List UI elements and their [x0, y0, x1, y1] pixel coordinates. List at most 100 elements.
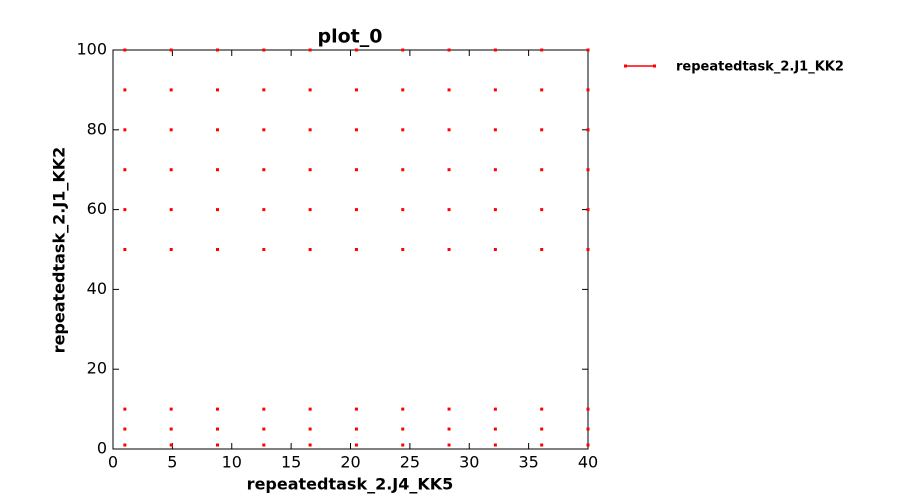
scatter-point	[586, 88, 590, 92]
scatter-point	[540, 88, 544, 92]
scatter-point	[401, 407, 405, 411]
scatter-point	[354, 248, 358, 251]
y-tick-label: 0	[97, 439, 107, 458]
scatter-point	[493, 128, 497, 132]
scatter-point	[354, 88, 358, 92]
scatter-point	[401, 248, 405, 251]
scatter-point	[493, 208, 497, 212]
scatter-point	[169, 427, 173, 431]
scatter-point	[493, 427, 497, 431]
y-tick-label: 40	[87, 279, 107, 298]
scatter-point	[216, 48, 219, 52]
scatter-point	[169, 407, 173, 411]
scatter-point	[354, 128, 358, 132]
x-tick-label: 15	[281, 453, 301, 472]
scatter-point	[216, 427, 219, 431]
scatter-point	[308, 443, 312, 447]
scatter-point	[262, 443, 266, 447]
x-axis-label: repeatedtask_2.J4_KK5	[247, 475, 454, 494]
scatter-point	[262, 248, 266, 251]
scatter-point	[540, 248, 544, 251]
scatter-point	[401, 128, 405, 132]
scatter-point	[216, 168, 219, 172]
x-tick-label: 20	[340, 453, 360, 472]
scatter-point	[401, 88, 405, 92]
scatter-point	[540, 128, 544, 132]
scatter-point	[447, 208, 451, 212]
scatter-point	[308, 128, 312, 132]
scatter-point	[262, 168, 266, 172]
scatter-point	[447, 407, 451, 411]
scatter-point	[308, 48, 312, 52]
scatter-point	[216, 208, 219, 212]
scatter-point	[169, 128, 173, 132]
scatter-point	[123, 128, 127, 132]
scatter-point	[354, 427, 358, 431]
scatter-point	[540, 407, 544, 411]
scatter-point	[540, 168, 544, 172]
scatter-point	[354, 168, 358, 172]
chart-title: plot_0	[318, 26, 383, 48]
scatter-point	[123, 168, 127, 172]
scatter-point	[262, 208, 266, 212]
scatter-point	[401, 427, 405, 431]
scatter-point	[123, 427, 127, 431]
x-tick-label: 35	[518, 453, 538, 472]
scatter-point	[540, 48, 544, 52]
scatter-point	[354, 208, 358, 212]
legend-marker	[653, 64, 656, 68]
scatter-point	[169, 88, 173, 92]
scatter-point	[216, 88, 219, 92]
scatter-point	[308, 168, 312, 172]
scatter-point	[216, 248, 219, 251]
scatter-point	[123, 48, 127, 52]
scatter-point	[401, 48, 405, 52]
scatter-point	[586, 248, 590, 251]
scatter-point	[447, 427, 451, 431]
scatter-point	[493, 168, 497, 172]
scatter-point	[401, 208, 405, 212]
scatter-point	[447, 128, 451, 132]
scatter-point	[586, 48, 590, 52]
scatter-point	[401, 168, 405, 172]
scatter-point	[216, 128, 219, 132]
scatter-point	[586, 208, 590, 212]
scatter-point	[216, 443, 219, 447]
scatter-point	[123, 407, 127, 411]
scatter-point	[169, 208, 173, 212]
scatter-point	[262, 88, 266, 92]
x-tick-label: 0	[108, 453, 118, 472]
scatter-point	[308, 248, 312, 251]
x-tick-label: 5	[167, 453, 177, 472]
y-tick-label: 60	[87, 199, 107, 218]
scatter-point	[447, 443, 451, 447]
scatter-point	[493, 248, 497, 251]
scatter-point	[540, 443, 544, 447]
y-axis-label: repeatedtask_2.J1_KK2	[50, 147, 69, 354]
scatter-point	[354, 407, 358, 411]
scatter-point	[586, 427, 590, 431]
legend-label: repeatedtask_2.J1_KK2	[676, 60, 844, 75]
y-tick-label: 20	[87, 359, 107, 378]
scatter-point	[169, 248, 173, 251]
scatter-point	[447, 168, 451, 172]
scatter-point	[308, 88, 312, 92]
scatter-point	[262, 128, 266, 132]
scatter-point	[586, 128, 590, 132]
x-tick-label: 25	[400, 453, 420, 472]
scatter-point	[586, 168, 590, 172]
x-tick-label: 40	[578, 453, 598, 472]
scatter-point	[586, 407, 590, 411]
scatter-point	[169, 443, 173, 447]
scatter-point	[123, 208, 127, 212]
scatter-point	[447, 88, 451, 92]
scatter-point	[308, 427, 312, 431]
legend-marker	[624, 64, 627, 68]
x-tick-label: 30	[459, 453, 479, 472]
scatter-point	[169, 168, 173, 172]
scatter-point	[493, 88, 497, 92]
scatter-point	[169, 48, 173, 52]
scatter-point	[354, 443, 358, 447]
scatter-point	[493, 48, 497, 52]
